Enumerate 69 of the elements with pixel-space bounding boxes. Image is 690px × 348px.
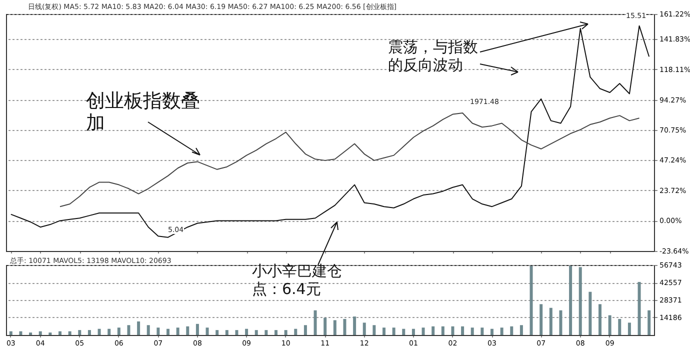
- bar: [324, 318, 327, 335]
- bar: [108, 328, 111, 335]
- annotation: 创业板指数叠加: [86, 90, 201, 134]
- bar: [146, 325, 150, 335]
- bar: [19, 331, 22, 335]
- line-series: [60, 112, 640, 208]
- bar: [638, 282, 641, 335]
- bar: [9, 331, 12, 335]
- bar: [245, 328, 248, 335]
- line-series: [10, 25, 650, 238]
- bar: [412, 328, 415, 335]
- bar: [559, 310, 562, 335]
- bar: [461, 326, 464, 335]
- bar: [490, 328, 494, 335]
- bar: [206, 328, 209, 335]
- bar: [196, 324, 199, 335]
- bar: [540, 304, 543, 335]
- bar: [500, 328, 504, 335]
- bar: [38, 331, 42, 335]
- bar: [578, 267, 582, 335]
- bar: [117, 328, 120, 335]
- bar: [88, 330, 91, 335]
- bar: [333, 320, 336, 335]
- bar: [530, 266, 533, 335]
- bar: [235, 330, 238, 335]
- bar: [274, 330, 278, 335]
- bar: [372, 325, 376, 335]
- bar: [353, 316, 356, 335]
- bar: [78, 330, 82, 335]
- bar: [156, 328, 160, 335]
- bar: [480, 328, 484, 335]
- bar: [254, 330, 258, 335]
- bar: [441, 326, 444, 335]
- bar: [58, 331, 62, 335]
- bar: [588, 292, 592, 335]
- bar: [628, 322, 631, 335]
- bar: [569, 266, 572, 335]
- bar: [304, 325, 307, 335]
- bar: [382, 328, 386, 335]
- bar: [470, 328, 474, 335]
- bar: [264, 330, 268, 335]
- bar: [216, 330, 219, 335]
- bar: [166, 328, 170, 335]
- bar: [314, 310, 317, 335]
- bar: [68, 331, 72, 335]
- bar: [618, 318, 622, 335]
- annotation: 小小辛巴建仓点：6.4元: [252, 262, 343, 298]
- bar: [510, 326, 514, 335]
- bar: [402, 328, 406, 335]
- bar: [98, 328, 101, 335]
- bar: [362, 322, 366, 335]
- bar: [294, 328, 298, 335]
- bar: [598, 304, 602, 335]
- bar: [549, 308, 552, 335]
- bar: [186, 326, 190, 335]
- bar: [127, 325, 130, 335]
- bar: [176, 328, 180, 335]
- bar: [392, 328, 396, 335]
- bar: [343, 318, 346, 335]
- bar: [432, 326, 435, 335]
- bar: [451, 326, 454, 335]
- bar: [520, 325, 523, 335]
- bar: [225, 330, 228, 335]
- bar: [284, 330, 288, 335]
- bar: [608, 315, 612, 335]
- bar: [422, 328, 425, 335]
- bar: [648, 310, 651, 335]
- annotation: 震荡，与指数的反向波动: [388, 38, 479, 74]
- bar: [137, 321, 140, 335]
